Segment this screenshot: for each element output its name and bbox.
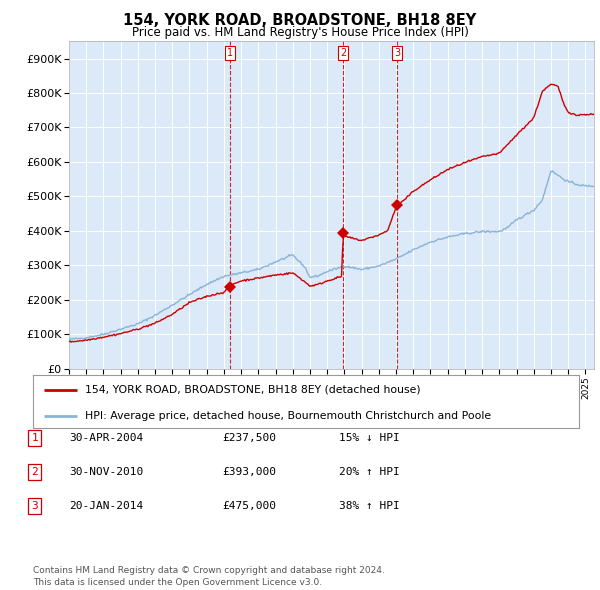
Text: 3: 3 — [31, 501, 38, 510]
Text: 20% ↑ HPI: 20% ↑ HPI — [339, 467, 400, 477]
Text: £393,000: £393,000 — [222, 467, 276, 477]
Text: 38% ↑ HPI: 38% ↑ HPI — [339, 501, 400, 510]
Text: HPI: Average price, detached house, Bournemouth Christchurch and Poole: HPI: Average price, detached house, Bour… — [85, 411, 491, 421]
Text: 154, YORK ROAD, BROADSTONE, BH18 8EY: 154, YORK ROAD, BROADSTONE, BH18 8EY — [124, 13, 476, 28]
Text: 30-NOV-2010: 30-NOV-2010 — [69, 467, 143, 477]
Text: 3: 3 — [394, 48, 400, 58]
Text: 2: 2 — [340, 48, 346, 58]
Text: 1: 1 — [31, 433, 38, 442]
Text: £475,000: £475,000 — [222, 501, 276, 510]
Text: Contains HM Land Registry data © Crown copyright and database right 2024.
This d: Contains HM Land Registry data © Crown c… — [33, 566, 385, 587]
Text: £237,500: £237,500 — [222, 433, 276, 442]
Text: 15% ↓ HPI: 15% ↓ HPI — [339, 433, 400, 442]
Text: 1: 1 — [227, 48, 233, 58]
Text: 154, YORK ROAD, BROADSTONE, BH18 8EY (detached house): 154, YORK ROAD, BROADSTONE, BH18 8EY (de… — [85, 385, 421, 395]
Text: 30-APR-2004: 30-APR-2004 — [69, 433, 143, 442]
Text: Price paid vs. HM Land Registry's House Price Index (HPI): Price paid vs. HM Land Registry's House … — [131, 26, 469, 39]
Text: 20-JAN-2014: 20-JAN-2014 — [69, 501, 143, 510]
Text: 2: 2 — [31, 467, 38, 477]
